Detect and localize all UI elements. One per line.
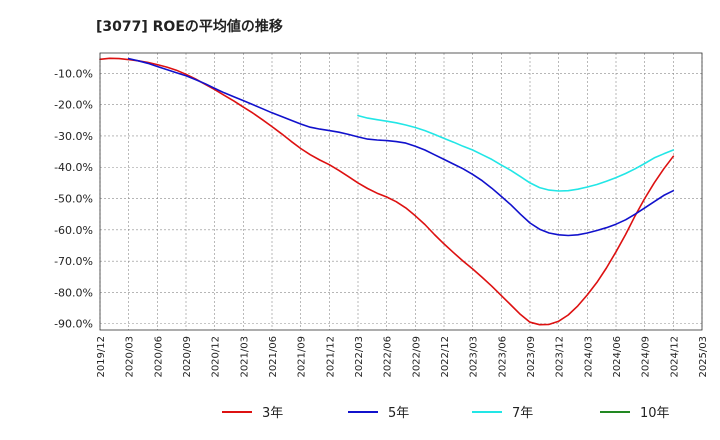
- x-tick-label: 2024/03: [583, 336, 594, 378]
- y-tick-label: -30.0%: [54, 130, 93, 143]
- x-tick-label: 2021/03: [239, 336, 250, 378]
- y-tick-label: -60.0%: [54, 224, 93, 237]
- x-tick-label: 2022/09: [411, 336, 422, 378]
- x-axis: 2019/12 2020/03 2020/06 2020/09 2020/12 2021/…: [96, 336, 709, 378]
- x-tick-label: 2022/06: [383, 336, 394, 378]
- series-line-1: [127, 57, 675, 237]
- plot-frame: [99, 52, 703, 331]
- x-tick-label: 2020/03: [125, 336, 136, 378]
- y-tick-label: -20.0%: [54, 99, 93, 112]
- chart-title: [3077] ROEの平均値の推移: [96, 18, 283, 35]
- y-tick-label: -50.0%: [54, 193, 93, 206]
- x-tick-label: 2023/12: [555, 336, 566, 378]
- x-tick-label: 2022/12: [440, 336, 451, 378]
- legend-label-3: 10年: [640, 406, 670, 421]
- x-tick-label: 2025/03: [698, 336, 709, 378]
- series-layer: [99, 57, 675, 326]
- x-tick-label: 2023/09: [526, 336, 537, 378]
- x-tick-label: 2020/09: [182, 336, 193, 378]
- y-tick-label: -40.0%: [54, 161, 93, 174]
- x-tick-label: 2020/12: [211, 336, 222, 378]
- x-tick-label: 2021/09: [297, 336, 308, 378]
- y-tick-label: -10.0%: [54, 67, 93, 80]
- x-tick-label: 2024/09: [641, 336, 652, 378]
- x-tick-label: 2021/06: [268, 336, 279, 378]
- legend-label-0: 3年: [262, 406, 283, 421]
- legend-label-1: 5年: [388, 406, 409, 421]
- y-tick-label: -70.0%: [54, 255, 93, 268]
- x-tick-label: 2021/12: [325, 336, 336, 378]
- x-tick-label: 2024/12: [669, 336, 680, 378]
- x-tick-label: 2022/03: [354, 336, 365, 378]
- y-tick-label: -80.0%: [54, 286, 93, 299]
- x-tick-label: 2023/06: [497, 336, 508, 378]
- series-line-2: [357, 114, 675, 192]
- legend: 3年 5年 7年 10年: [222, 406, 670, 421]
- grid-layer: [99, 53, 703, 330]
- x-tick-label: 2019/12: [96, 336, 107, 378]
- x-tick-label: 2020/06: [153, 336, 164, 378]
- x-tick-label: 2024/06: [612, 336, 623, 378]
- y-axis: -10.0% -20.0% -30.0% -40.0% -50.0% -60.0% -70.…: [54, 67, 93, 330]
- legend-label-2: 7年: [512, 406, 533, 421]
- y-tick-label: -90.0%: [54, 318, 93, 331]
- x-tick-label: 2023/03: [469, 336, 480, 378]
